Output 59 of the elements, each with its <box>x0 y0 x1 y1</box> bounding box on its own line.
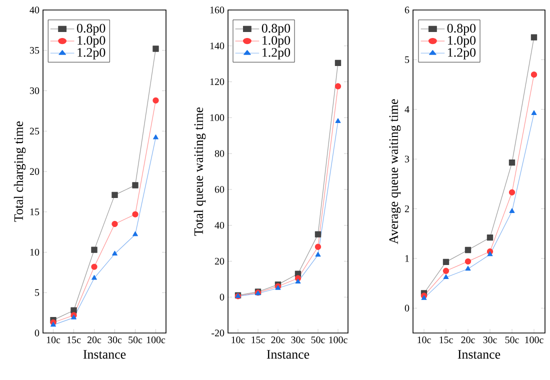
x-tick-label: 20c <box>271 336 285 344</box>
x-tick-label: 15c <box>252 336 265 344</box>
y-tick-label: -20 <box>212 330 224 336</box>
legend-label: 1.0p0 <box>78 36 106 48</box>
y-tick-label: 4 <box>404 106 410 113</box>
y-tick-label: 20 <box>30 168 40 175</box>
y-tick-label: 0 <box>220 294 224 300</box>
legend-label: 1.0p0 <box>262 36 290 48</box>
x-tick-label: 15c <box>440 336 453 344</box>
y-tick-label: 1 <box>405 255 409 262</box>
legend-label: 0.8p0 <box>262 24 290 36</box>
y-tick-label: 6 <box>404 6 410 14</box>
y-tick-label: 0 <box>404 304 410 312</box>
y-tick-label: 100 <box>210 114 224 122</box>
y-tick-label: 25 <box>30 128 40 134</box>
y-tick-label: 60 <box>214 186 224 193</box>
y-tick-label: 10 <box>30 248 40 256</box>
y-axis-title: Average queue waiting time <box>389 99 401 244</box>
legend-label: 1.2p0 <box>78 48 106 60</box>
y-tick-label: 0 <box>34 330 40 336</box>
legend-label: 1.2p0 <box>448 48 476 60</box>
x-tick-label: 20c <box>87 336 102 344</box>
y-tick-label: 40 <box>214 222 224 229</box>
x-tick-label: 30c <box>108 336 122 344</box>
x-axis-title: Instance <box>458 350 500 359</box>
y-tick-label: 30 <box>30 87 40 94</box>
legend-label: 0.8p0 <box>77 24 106 36</box>
legend-label: 0.8p0 <box>447 24 476 36</box>
y-axis-title: Total charging time <box>14 121 26 222</box>
x-tick-label: 15c <box>67 336 81 344</box>
y-tick-label: 140 <box>210 42 224 50</box>
y-tick-label: 3 <box>404 156 410 162</box>
x-tick-label: 30c <box>483 336 497 344</box>
y-tick-label: 20 <box>214 258 224 265</box>
y-tick-label: 5 <box>405 56 410 63</box>
y-tick-label: 35 <box>30 47 40 54</box>
x-tick-label: 30c <box>291 336 305 344</box>
x-tick-label: 100c <box>525 336 544 344</box>
x-tick-label: 10c <box>418 336 431 344</box>
x-tick-label: 50c <box>128 336 142 344</box>
x-axis-title: Instance <box>83 350 126 359</box>
legend-label: 1.2p0 <box>262 48 290 60</box>
legend-label: 1.0p0 <box>448 36 476 48</box>
x-tick-label: 100c <box>146 336 166 344</box>
y-tick-label: 40 <box>30 6 40 14</box>
y-tick-label: 2 <box>404 205 409 212</box>
y-tick-label: 80 <box>214 150 224 157</box>
x-tick-label: 10c <box>46 336 60 344</box>
y-tick-label: 120 <box>210 78 224 86</box>
y-tick-label: 160 <box>210 6 224 14</box>
x-tick-label: 20c <box>461 336 475 344</box>
x-axis-title: Instance <box>266 350 310 359</box>
x-tick-label: 50c <box>505 336 519 344</box>
x-tick-label: 10c <box>232 336 245 344</box>
x-tick-label: 100c <box>329 336 348 344</box>
y-axis-title: Total queue waiting time <box>194 107 206 236</box>
y-tick-label: 15 <box>30 208 40 216</box>
y-tick-label: 5 <box>35 289 40 296</box>
x-tick-label: 50c <box>311 336 325 344</box>
